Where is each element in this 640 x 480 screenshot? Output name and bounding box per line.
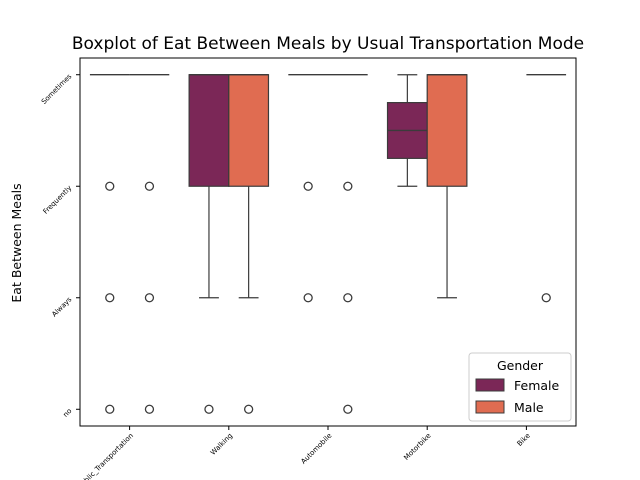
legend-entry-label: Male bbox=[514, 400, 544, 415]
legend-entry-label: Female bbox=[514, 378, 560, 393]
outlier-point bbox=[243, 404, 254, 414]
box-rect bbox=[426, 74, 468, 187]
outlier-point bbox=[204, 404, 214, 414]
outlier-point bbox=[144, 293, 155, 303]
box-rect bbox=[188, 74, 230, 187]
x-tick-label: Public_Transportation bbox=[76, 432, 135, 480]
outlier-point bbox=[343, 293, 353, 303]
plot-area bbox=[89, 74, 567, 414]
y-tick-label: Frequently bbox=[42, 184, 74, 216]
box-group bbox=[386, 74, 428, 187]
y-axis-label: Eat Between Meals bbox=[9, 183, 24, 302]
outlier-point bbox=[144, 404, 155, 414]
outlier-point bbox=[303, 181, 313, 191]
box-group bbox=[228, 74, 270, 414]
box-group bbox=[288, 74, 328, 303]
box-rect bbox=[228, 74, 270, 187]
outlier-point bbox=[105, 181, 115, 191]
legend: Gender Female Male bbox=[468, 352, 572, 422]
outlier-point bbox=[541, 293, 551, 303]
outlier-point bbox=[343, 181, 353, 191]
x-tick-label: Walking bbox=[209, 432, 234, 457]
y-tick-label: Sometimes bbox=[40, 72, 74, 106]
legend-swatch bbox=[475, 400, 505, 414]
legend-swatch bbox=[475, 378, 505, 392]
y-tick-label: no bbox=[62, 407, 74, 419]
x-tick-label: Bike bbox=[516, 432, 532, 448]
outlier-point bbox=[303, 293, 313, 303]
box-group bbox=[188, 74, 230, 414]
outlier-point bbox=[343, 404, 353, 414]
y-tick-label: Always bbox=[50, 295, 73, 318]
chart-title: Boxplot of Eat Between Meals by Usual Tr… bbox=[72, 34, 584, 54]
legend-title: Gender bbox=[497, 358, 544, 373]
outlier-point bbox=[105, 404, 115, 414]
box-group bbox=[426, 74, 468, 299]
box-group bbox=[526, 74, 567, 303]
x-tick-label: Motorbike bbox=[402, 432, 432, 462]
outlier-point bbox=[105, 293, 115, 303]
box-group bbox=[328, 74, 368, 414]
box-group bbox=[129, 74, 170, 414]
x-tick-label: Automobile bbox=[299, 432, 333, 466]
outlier-point bbox=[144, 181, 155, 191]
box-group bbox=[89, 74, 130, 414]
